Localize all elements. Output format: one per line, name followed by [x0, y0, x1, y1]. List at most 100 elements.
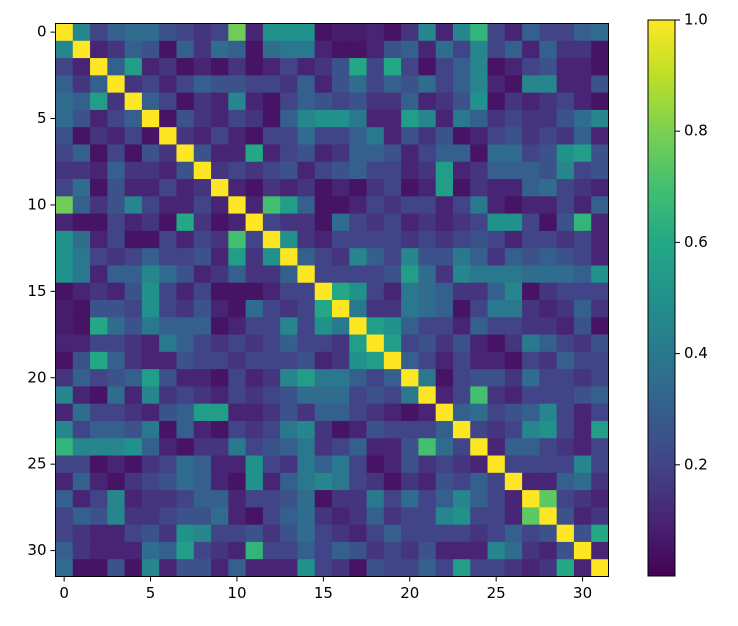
heatmap-cell: [72, 23, 91, 42]
heatmap-cell: [297, 490, 316, 508]
heatmap-cell: [314, 507, 333, 526]
heatmap-cell: [383, 507, 402, 526]
heatmap-cell: [55, 196, 74, 214]
heatmap-cell: [280, 58, 298, 76]
heatmap-cell: [262, 265, 281, 284]
heatmap-cell: [470, 230, 488, 249]
heatmap-cell: [176, 248, 195, 266]
heatmap-cell: [245, 507, 264, 526]
heatmap-cell: [418, 75, 437, 94]
heatmap-cell: [124, 179, 143, 197]
heatmap-cell: [245, 472, 264, 491]
heatmap-cell: [314, 265, 333, 284]
y-tick-label: 5: [37, 109, 47, 127]
heatmap-cell: [591, 92, 609, 111]
heatmap-cell: [539, 179, 558, 197]
heatmap-cell: [539, 541, 558, 560]
heatmap-cell: [452, 472, 471, 491]
heatmap-cell: [349, 109, 367, 128]
heatmap-cell: [418, 161, 437, 180]
heatmap-cell: [314, 524, 333, 543]
heatmap-cell: [332, 317, 350, 335]
heatmap-cell: [487, 144, 506, 163]
heatmap-cell: [107, 109, 126, 128]
heatmap-cell: [418, 179, 437, 197]
heatmap-cell: [297, 369, 316, 387]
heatmap-cell: [72, 144, 91, 163]
heatmap-cell: [418, 265, 437, 284]
heatmap-cell: [383, 300, 402, 318]
heatmap-cell: [504, 265, 523, 284]
heatmap-cell: [418, 541, 437, 560]
heatmap-cell: [176, 161, 195, 180]
heatmap-cell: [297, 420, 316, 439]
heatmap-cell: [401, 265, 419, 284]
heatmap-cell: [349, 230, 367, 249]
heatmap-cell: [124, 455, 143, 474]
heatmap-cell: [452, 541, 471, 560]
heatmap-cell: [401, 127, 419, 145]
heatmap-cell: [262, 282, 281, 301]
heatmap-cell: [366, 248, 385, 266]
heatmap-cell: [522, 58, 540, 76]
heatmap-cell: [556, 386, 575, 405]
heatmap-cell: [470, 317, 488, 335]
heatmap-cell: [245, 144, 264, 163]
heatmap-cell: [211, 144, 229, 163]
heatmap-cell: [504, 351, 523, 370]
heatmap-cell: [297, 248, 316, 266]
heatmap-cell: [280, 455, 298, 474]
heatmap-cell: [470, 58, 488, 76]
heatmap-cell: [401, 23, 419, 42]
heatmap-cell: [141, 351, 160, 370]
heatmap-cell: [591, 127, 609, 145]
heatmap-cell: [435, 127, 454, 145]
heatmap-cell: [401, 248, 419, 266]
heatmap-cell: [470, 92, 488, 111]
heatmap-cell: [349, 472, 367, 491]
heatmap-cell: [401, 369, 419, 387]
heatmap-cell: [573, 317, 592, 335]
heatmap-cell: [314, 196, 333, 214]
heatmap-cell: [366, 403, 385, 422]
heatmap-cell: [556, 559, 575, 577]
colorbar: [647, 19, 676, 577]
heatmap-cell: [262, 559, 281, 577]
heatmap-cell: [349, 92, 367, 111]
heatmap-cell: [452, 144, 471, 163]
heatmap-cell: [90, 282, 108, 301]
heatmap-cell: [72, 179, 91, 197]
heatmap-cell: [262, 58, 281, 76]
heatmap-cell: [383, 230, 402, 249]
heatmap-cell: [159, 40, 177, 59]
heatmap-cell: [297, 524, 316, 543]
heatmap-cell: [314, 351, 333, 370]
heatmap-cell: [107, 420, 126, 439]
heatmap-cell: [124, 196, 143, 214]
heatmap-cell: [176, 40, 195, 59]
heatmap-cell: [211, 161, 229, 180]
heatmap-cell: [452, 161, 471, 180]
heatmap-cell: [211, 334, 229, 353]
heatmap-cell: [297, 351, 316, 370]
heatmap-cell: [332, 455, 350, 474]
heatmap-cell: [504, 420, 523, 439]
heatmap-cell: [573, 369, 592, 387]
heatmap-cell: [280, 92, 298, 111]
heatmap-cell: [141, 230, 160, 249]
heatmap-cell: [124, 248, 143, 266]
heatmap-cell: [452, 40, 471, 59]
heatmap-cell: [383, 334, 402, 353]
heatmap-cell: [435, 282, 454, 301]
heatmap-cell: [504, 524, 523, 543]
heatmap-cell: [245, 317, 264, 335]
heatmap-cell: [245, 127, 264, 145]
heatmap-cell: [262, 438, 281, 456]
heatmap-cell: [314, 248, 333, 266]
heatmap-cell: [487, 420, 506, 439]
heatmap-cell: [107, 92, 126, 111]
heatmap-cell: [418, 282, 437, 301]
heatmap-cell: [332, 40, 350, 59]
heatmap-cell: [401, 559, 419, 577]
heatmap-cell: [228, 559, 246, 577]
